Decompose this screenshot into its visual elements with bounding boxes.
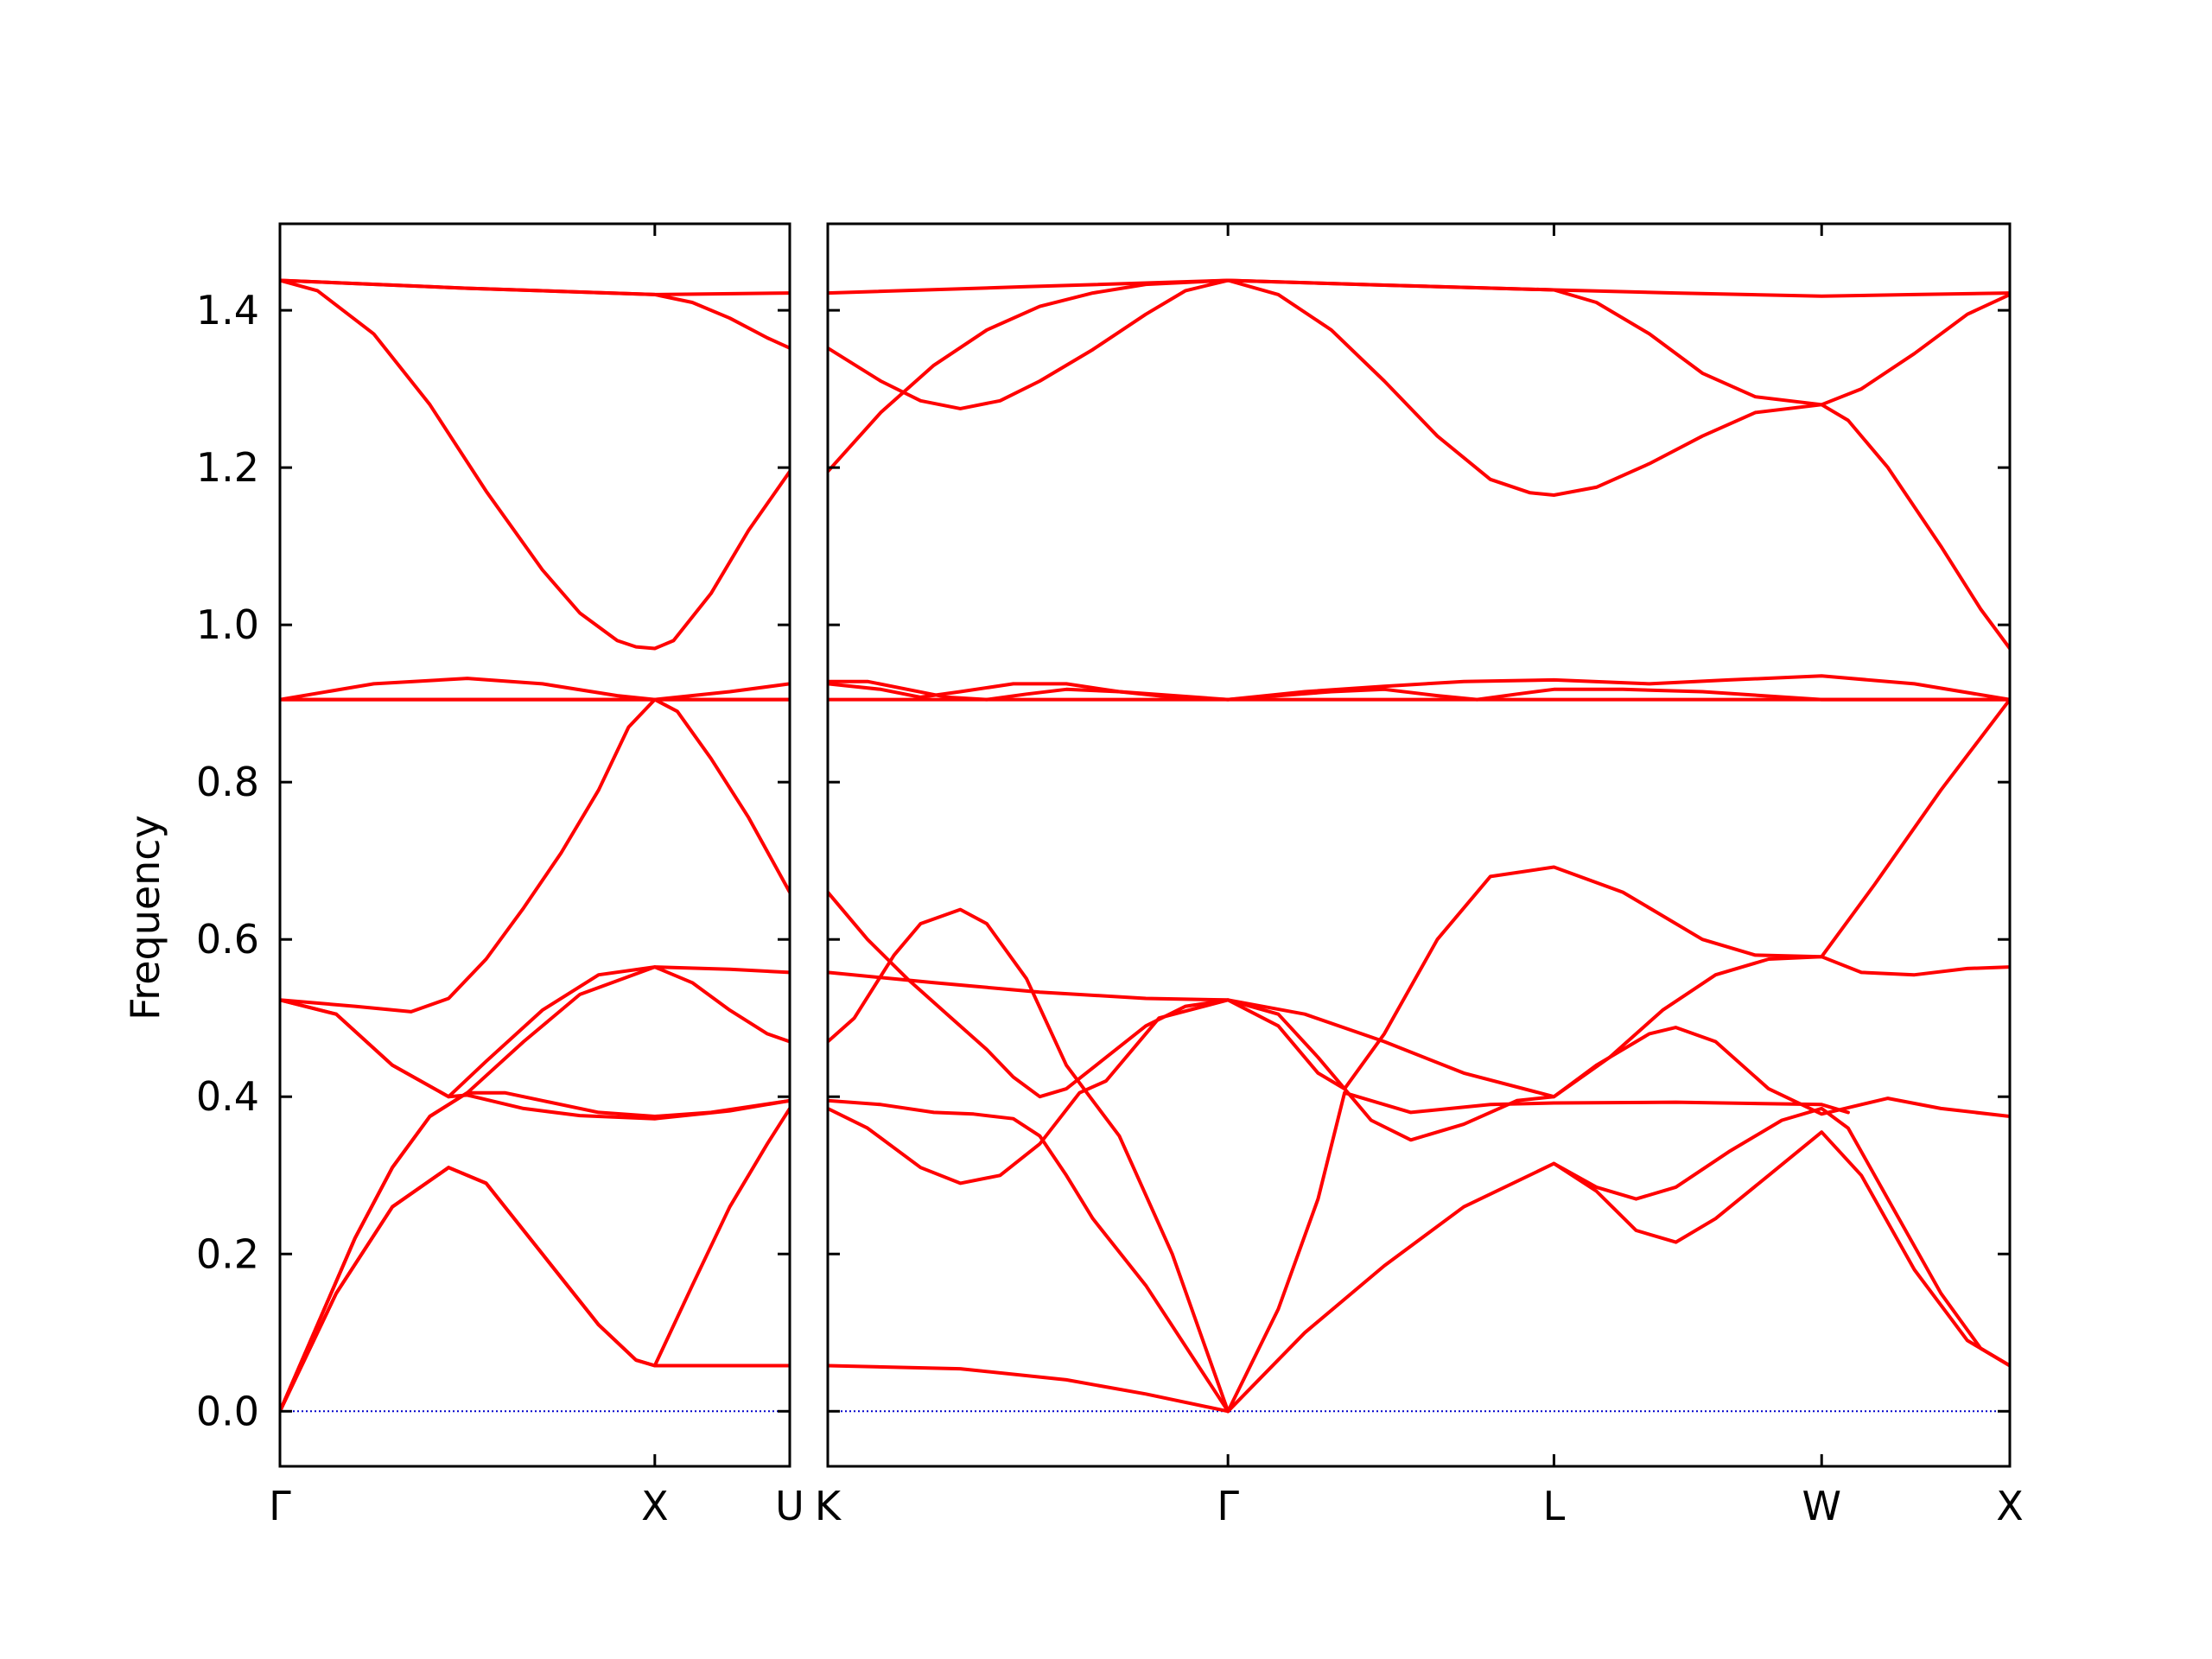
band-line-7 — [280, 697, 790, 1014]
x-tick-label: K — [815, 1483, 842, 1529]
band-line-10 — [828, 1098, 1230, 1414]
plot-frame — [278, 222, 791, 1468]
band-line-14 — [1226, 1130, 2010, 1414]
x-tick-label: Γ — [269, 1483, 291, 1529]
x-tick-label: Γ — [1217, 1483, 1239, 1529]
band-line-15 — [1552, 1106, 2010, 1368]
y-tick-label: 0.6 — [196, 916, 259, 963]
band-line-12 — [828, 1363, 1230, 1414]
x-tick-label: X — [641, 1483, 669, 1529]
band-line-10 — [280, 1090, 790, 1414]
band-line-7 — [828, 955, 2010, 1099]
band-line-8 — [828, 697, 2010, 1099]
band-line-1 — [828, 278, 2010, 298]
band-line-3 — [828, 278, 2010, 651]
band-line-11 — [280, 965, 790, 1414]
band-line-12 — [280, 1166, 790, 1414]
y-tick-label: 0.8 — [196, 759, 259, 805]
y-tick-label: 0.2 — [196, 1230, 259, 1277]
band-line-11 — [828, 998, 2010, 1185]
y-axis-title: Frequency — [122, 815, 168, 1020]
y-tick-label: 0.0 — [196, 1388, 259, 1434]
x-tick-label: U — [775, 1483, 804, 1529]
band-line-5 — [828, 679, 2010, 702]
x-tick-label: X — [1996, 1483, 2024, 1529]
band-line-4 — [280, 677, 790, 702]
band-line-2 — [280, 278, 790, 651]
plot-frame — [826, 222, 2012, 1468]
band-line-9 — [828, 907, 1230, 1414]
y-tick-label: 1.0 — [196, 601, 259, 648]
y-tick-label: 1.2 — [196, 444, 259, 491]
panel-left: 0.0 0.2 0.4 0.6 0.8 1.0 1.2 1.4 Γ X U — [196, 222, 804, 1529]
x-tick-label: L — [1543, 1483, 1566, 1529]
band-line-2 — [828, 278, 2010, 474]
x-tick-label: W — [1802, 1483, 1840, 1529]
y-tick-label: 1.4 — [196, 287, 259, 334]
band-line-13 — [1226, 1090, 1850, 1414]
band-line-3 — [280, 278, 790, 350]
band-line-13 — [280, 1106, 790, 1414]
y-tick-label: 0.4 — [196, 1073, 259, 1120]
